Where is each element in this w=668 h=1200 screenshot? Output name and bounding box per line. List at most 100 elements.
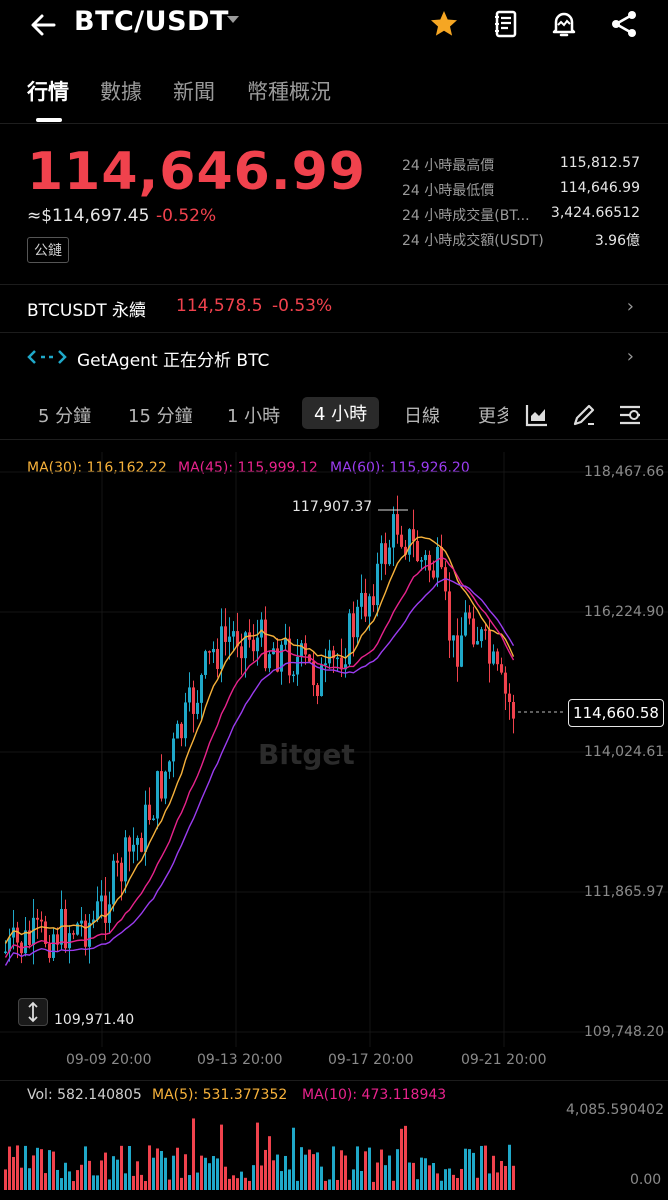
candle-body (352, 613, 355, 638)
tab-market[interactable]: 行情 (27, 80, 69, 104)
stat-label-turnover: 24 小時成交額(USDT) (402, 233, 544, 249)
candle-body (160, 771, 163, 799)
candle-body (196, 702, 199, 714)
candle-body (328, 650, 331, 664)
volume-bar (152, 1157, 155, 1190)
x-axis-label: 09-13 20:00 (197, 1052, 283, 1068)
y-axis-label: 116,224.90 (584, 604, 665, 620)
candle-body (40, 919, 43, 922)
interval-1d[interactable]: 日線 (404, 406, 440, 427)
volume-bar (508, 1144, 511, 1190)
interval-more[interactable]: 更多 (478, 406, 508, 427)
stat-value-volume: 3,424.66512 (550, 205, 640, 221)
candle-body (4, 951, 7, 954)
volume-bar (48, 1150, 51, 1190)
candle-body (12, 927, 15, 938)
volume-bar (128, 1145, 131, 1190)
candle-body (8, 937, 11, 952)
volume-bar (320, 1166, 323, 1190)
candle-body (52, 934, 55, 958)
share-icon[interactable] (608, 8, 640, 40)
candle-body (200, 674, 203, 703)
volume-bar (68, 1171, 71, 1190)
indicator-settings-icon[interactable] (617, 402, 643, 428)
volume-bar (352, 1169, 355, 1190)
pair-title[interactable]: BTC/USDT (74, 6, 229, 37)
candle-body (368, 596, 371, 617)
candle-body (204, 651, 207, 675)
candle-body (460, 635, 463, 667)
scroll-to-latest-button[interactable] (18, 998, 48, 1026)
candle-body (276, 648, 279, 672)
volume-bar (56, 1169, 59, 1190)
candle-body (508, 693, 511, 703)
perpetual-row[interactable]: BTCUSDT 永續 114,578.5 -0.53% › (0, 284, 668, 330)
candle-body (348, 613, 351, 665)
stat-label-volume: 24 小時成交量(BT... (402, 208, 530, 224)
volume-bar (40, 1149, 43, 1190)
volume-bar (12, 1156, 15, 1190)
candle-body (472, 618, 475, 645)
volume-bar (200, 1155, 203, 1190)
volume-bar (224, 1166, 227, 1190)
volume-bar (136, 1161, 139, 1190)
volume-bar (268, 1136, 271, 1190)
candle-body (232, 631, 235, 637)
volume-bar (24, 1145, 27, 1190)
volume-axis-max: 4,085.590402 (566, 1102, 664, 1118)
candle-body (192, 687, 195, 714)
chain-badge[interactable]: 公鏈 (27, 237, 69, 263)
alert-bell-icon[interactable] (548, 8, 580, 40)
volume-bar (276, 1154, 279, 1190)
chart-type-icon[interactable] (524, 402, 550, 428)
volume-bar (452, 1174, 455, 1190)
volume-bar (288, 1169, 291, 1190)
tab-data[interactable]: 數據 (100, 80, 142, 104)
volume-bar (328, 1179, 331, 1190)
candle-body (296, 656, 299, 675)
tab-coin-overview[interactable]: 幣種概況 (247, 80, 331, 104)
draw-tool-icon[interactable] (571, 402, 597, 428)
interval-15m[interactable]: 15 分鐘 (128, 406, 193, 427)
volume-bar (380, 1149, 383, 1190)
volume-bar (4, 1169, 7, 1190)
volume-bar (460, 1168, 463, 1190)
volume-bar (232, 1175, 235, 1190)
back-arrow-icon[interactable] (28, 10, 58, 40)
interval-4h[interactable]: 4 小時 (302, 397, 380, 429)
volume-axis-min: 0.00 (630, 1172, 662, 1188)
volume-bar (20, 1167, 23, 1190)
candlestick-chart[interactable] (0, 452, 668, 1072)
candle-body (380, 543, 383, 564)
caret-down-icon[interactable] (226, 15, 240, 25)
candle-body (332, 650, 335, 659)
candle-body (496, 651, 499, 665)
candle-body (312, 661, 315, 686)
volume-bar (296, 1180, 299, 1190)
getagent-row[interactable]: GetAgent 正在分析 BTC › (0, 334, 668, 380)
interval-1h[interactable]: 1 小時 (227, 406, 281, 427)
candle-body (188, 687, 191, 703)
volume-bar (160, 1150, 163, 1190)
star-icon[interactable] (428, 8, 460, 40)
candle-body (184, 702, 187, 739)
candle-body (280, 644, 283, 672)
divider (0, 1080, 668, 1081)
volume-bar (432, 1163, 435, 1190)
candle-body (216, 648, 219, 669)
interval-5m[interactable]: 5 分鐘 (38, 406, 92, 427)
usd-price: ≈$114,697.45 (27, 206, 150, 226)
notebook-icon[interactable] (490, 8, 522, 40)
candle-body (416, 541, 419, 562)
candle-body (392, 514, 395, 548)
candle-body (116, 860, 119, 863)
volume-bar (404, 1125, 407, 1190)
period-high-label: 117,907.37 (292, 499, 373, 515)
volume-bar (360, 1170, 363, 1190)
current-price-tag[interactable]: 114,660.58 (568, 699, 664, 727)
candle-body (56, 934, 59, 945)
volume-bar (400, 1128, 403, 1190)
volume-bar (124, 1173, 127, 1190)
candle-body (456, 635, 459, 667)
tab-news[interactable]: 新聞 (173, 80, 215, 104)
